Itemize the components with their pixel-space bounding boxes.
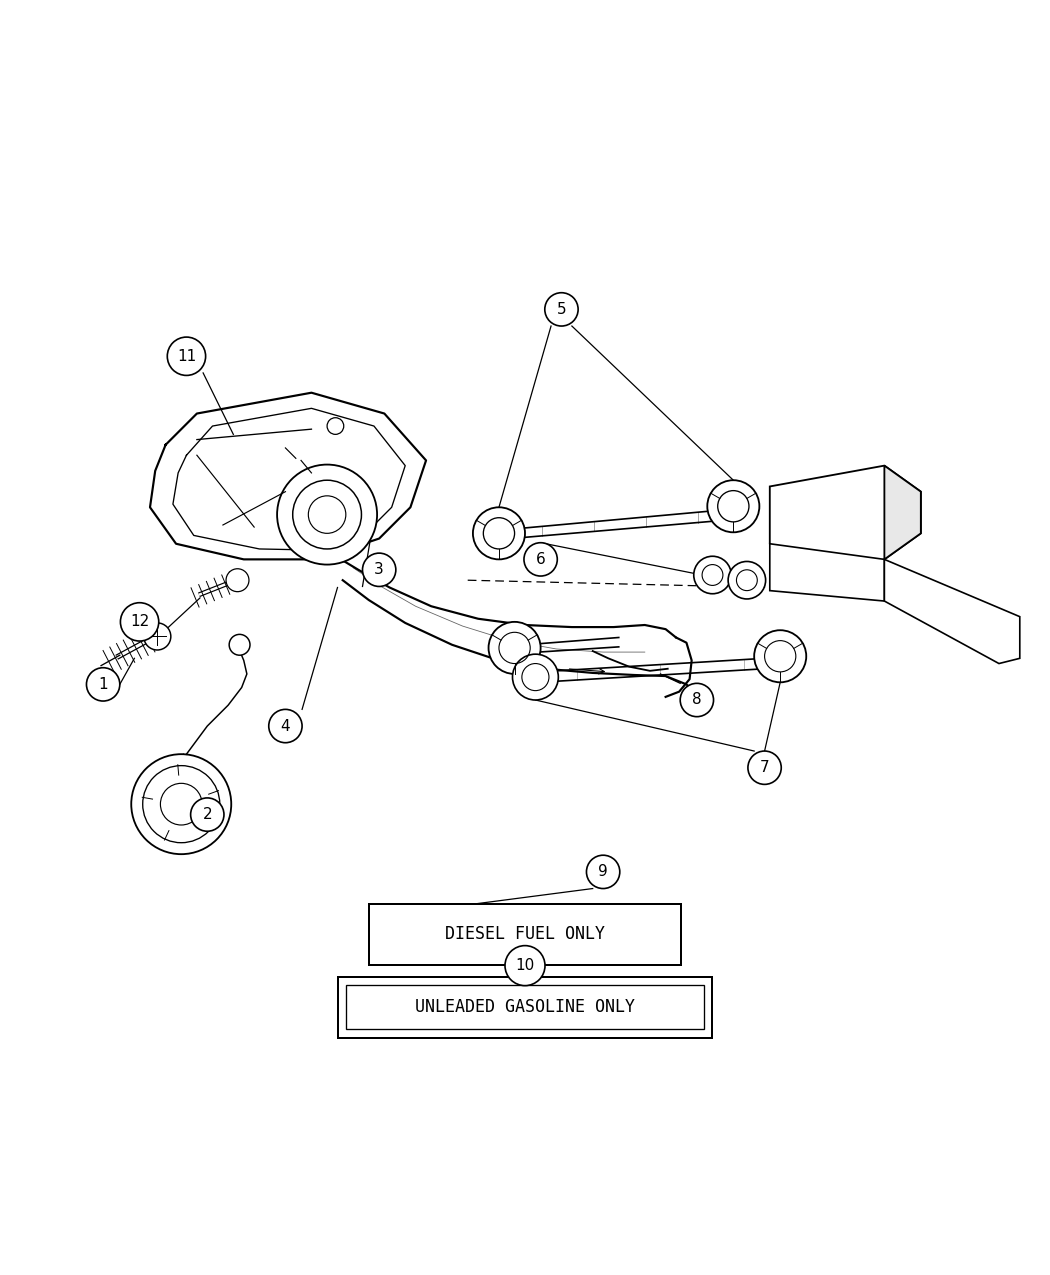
Text: UNLEADED GASOLINE ONLY: UNLEADED GASOLINE ONLY [415, 998, 635, 1016]
Circle shape [587, 856, 620, 889]
Circle shape [680, 683, 714, 717]
Circle shape [131, 755, 231, 854]
Circle shape [472, 507, 525, 560]
Circle shape [545, 293, 579, 326]
Circle shape [512, 654, 559, 700]
Text: 3: 3 [374, 562, 384, 578]
Circle shape [86, 668, 120, 701]
Circle shape [191, 798, 224, 831]
Circle shape [269, 709, 302, 743]
Text: 12: 12 [130, 615, 149, 630]
Text: 1: 1 [99, 677, 108, 692]
Text: 8: 8 [692, 692, 701, 708]
Text: 10: 10 [516, 958, 534, 973]
Circle shape [708, 481, 759, 532]
Text: 2: 2 [203, 807, 212, 822]
Circle shape [505, 946, 545, 986]
Circle shape [226, 569, 249, 592]
Circle shape [167, 337, 206, 375]
Polygon shape [770, 543, 884, 601]
Polygon shape [150, 393, 426, 560]
Text: 5: 5 [556, 302, 566, 317]
Circle shape [121, 603, 159, 641]
Polygon shape [884, 560, 1020, 663]
Text: 6: 6 [536, 552, 546, 567]
Text: DIESEL FUEL ONLY: DIESEL FUEL ONLY [445, 926, 605, 944]
Circle shape [362, 553, 396, 586]
Bar [337, 977, 713, 1038]
Text: 11: 11 [176, 349, 196, 363]
Circle shape [694, 556, 731, 594]
Circle shape [144, 623, 171, 650]
Circle shape [277, 464, 377, 565]
Circle shape [328, 418, 343, 435]
Circle shape [754, 630, 806, 682]
Circle shape [524, 543, 558, 576]
Bar [345, 986, 705, 1029]
Circle shape [748, 751, 781, 784]
Circle shape [229, 635, 250, 655]
Circle shape [728, 561, 765, 599]
Polygon shape [884, 465, 921, 560]
Polygon shape [770, 465, 921, 580]
Text: 7: 7 [760, 760, 770, 775]
Text: 9: 9 [598, 864, 608, 880]
Bar [369, 904, 681, 965]
Text: 4: 4 [280, 719, 290, 733]
Circle shape [488, 622, 541, 674]
